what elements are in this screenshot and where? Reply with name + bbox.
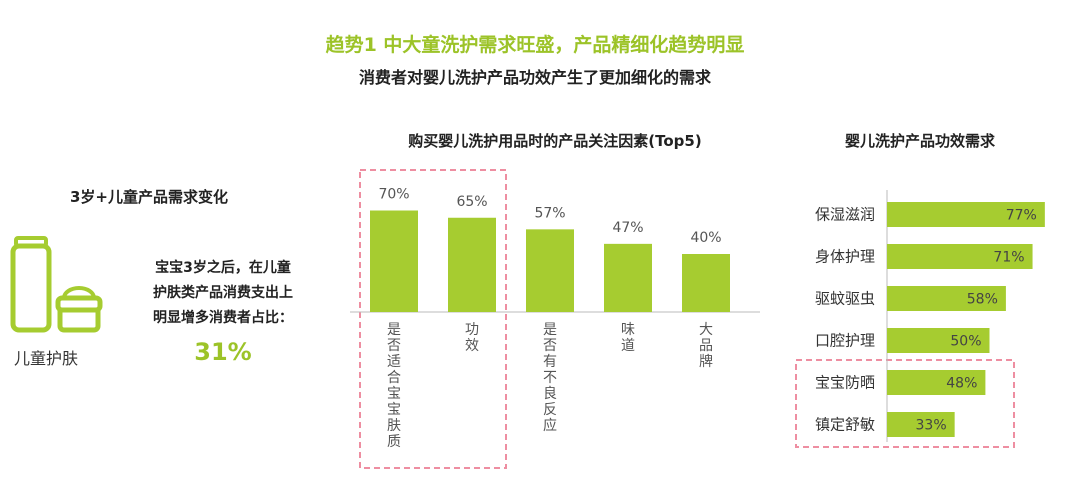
- bar-value-label: 57%: [534, 205, 565, 221]
- page-subtitle: 消费者对婴儿洗护产品功效产生了更加细化的需求: [358, 68, 711, 87]
- category-label: 口腔护理: [815, 332, 875, 350]
- bar: [887, 286, 1006, 311]
- page-title: 趋势1 中大童洗护需求旺盛，产品精细化趋势明显: [325, 34, 745, 56]
- bar-value-label: 33%: [916, 418, 947, 434]
- category-label: 镇定舒敏: [815, 416, 875, 434]
- left-panel-title: 3岁+儿童产品需求变化: [70, 188, 229, 206]
- category-label: 是否有不良反应: [543, 322, 557, 434]
- bar-value-label: 70%: [378, 187, 409, 203]
- bar: [887, 412, 955, 437]
- category-label: 身体护理: [815, 248, 875, 266]
- bar-value-label: 48%: [946, 376, 977, 392]
- bar-value-label: 77%: [1006, 208, 1037, 224]
- efficacy-needs-bar-chart: 保湿滋润 77% 身体护理 71% 驱蚊驱虫 58% 口腔护理 50% 宝宝防晒 48% 镇定舒敏 3…: [795, 190, 1045, 448]
- bar-chart-title: 购买婴儿洗护用品时的产品关注因素(Top5): [408, 132, 702, 150]
- bar-value-label: 58%: [967, 292, 998, 308]
- left-text-line: 护肤类产品消费支出上: [153, 285, 293, 301]
- bar: [887, 370, 986, 395]
- bar: [887, 244, 1033, 269]
- left-panel-text: 宝宝3岁之后，在儿童 护肤类产品消费支出上 明显增多消费者占比：: [128, 256, 318, 331]
- left-text-line: 明显增多消费者占比：: [153, 310, 293, 326]
- category-label: 保湿滋润: [815, 206, 875, 224]
- bar: [370, 210, 418, 312]
- focus-factors-bar-chart: 70% 是否适合宝宝肤质 65% 功效 57% 是否有不良反应 47% 味道 40% 大品牌: [350, 169, 760, 469]
- icon-label: 儿童护肤: [14, 349, 79, 368]
- bar: [526, 229, 574, 312]
- skincare-bottle-icon: [10, 236, 103, 333]
- bar: [448, 217, 496, 312]
- category-label: 大品牌: [699, 322, 713, 370]
- category-label: 宝宝防晒: [815, 374, 875, 392]
- bar-value-label: 71%: [993, 250, 1024, 266]
- bar-value-label: 40%: [690, 230, 721, 246]
- category-label: 味道: [621, 322, 635, 354]
- left-panel-percent: 31%: [194, 338, 252, 366]
- bar: [682, 254, 730, 312]
- bar-value-label: 47%: [612, 220, 643, 236]
- hbar-chart-title: 婴儿洗护产品功效需求: [844, 132, 995, 150]
- category-label: 功效: [465, 322, 479, 354]
- bar: [887, 328, 990, 353]
- category-label: 驱蚊驱虫: [815, 290, 875, 308]
- left-text-line: 宝宝3岁之后，在儿童: [155, 260, 291, 276]
- bar: [887, 202, 1045, 227]
- bar-value-label: 50%: [950, 334, 981, 350]
- category-label: 是否适合宝宝肤质: [387, 322, 401, 450]
- bar: [604, 243, 652, 312]
- highlight-box: [359, 169, 507, 469]
- highlight-box: [795, 359, 1015, 448]
- bar-value-label: 65%: [456, 194, 487, 210]
